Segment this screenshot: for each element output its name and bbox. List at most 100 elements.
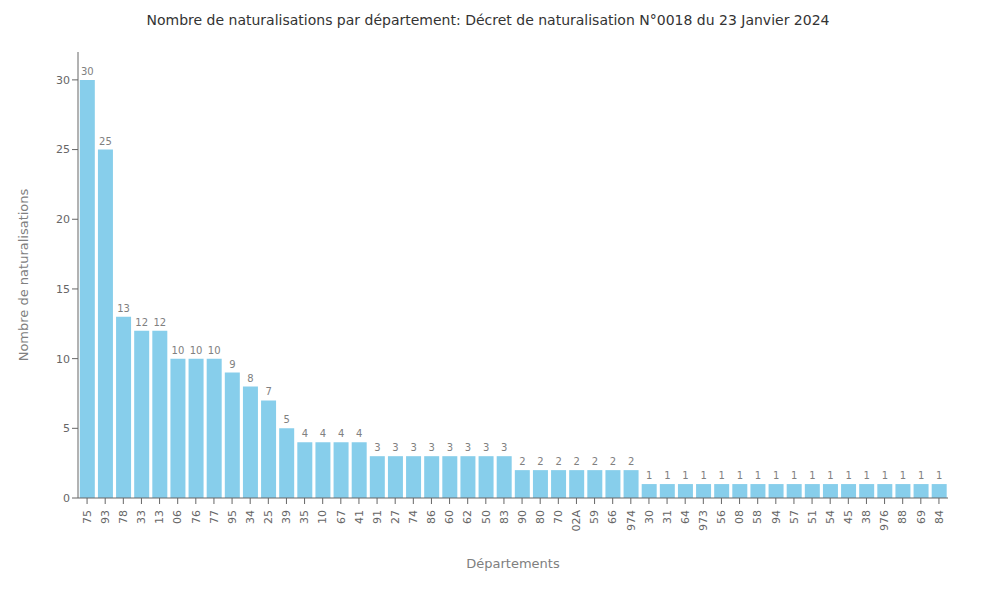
svg-text:1: 1 bbox=[664, 470, 670, 481]
svg-text:93: 93 bbox=[99, 510, 112, 524]
svg-text:90: 90 bbox=[516, 510, 529, 524]
svg-text:25: 25 bbox=[99, 136, 112, 147]
svg-text:13: 13 bbox=[117, 303, 130, 314]
svg-text:69: 69 bbox=[915, 510, 928, 524]
svg-text:2: 2 bbox=[519, 456, 525, 467]
svg-text:4: 4 bbox=[338, 428, 344, 439]
svg-text:66: 66 bbox=[606, 510, 619, 524]
svg-text:8: 8 bbox=[247, 373, 253, 384]
svg-text:1: 1 bbox=[900, 470, 906, 481]
svg-text:3: 3 bbox=[465, 442, 471, 453]
svg-text:12: 12 bbox=[153, 317, 166, 328]
svg-text:1: 1 bbox=[646, 470, 652, 481]
svg-text:78: 78 bbox=[117, 510, 130, 524]
svg-text:1: 1 bbox=[827, 470, 833, 481]
svg-text:54: 54 bbox=[824, 510, 837, 524]
svg-text:50: 50 bbox=[480, 510, 493, 524]
svg-text:1: 1 bbox=[755, 470, 761, 481]
svg-text:10: 10 bbox=[56, 353, 70, 366]
svg-text:91: 91 bbox=[371, 510, 384, 524]
svg-text:1: 1 bbox=[845, 470, 851, 481]
svg-text:83: 83 bbox=[498, 510, 511, 524]
svg-text:84: 84 bbox=[933, 510, 946, 524]
svg-text:976: 976 bbox=[878, 510, 891, 531]
svg-text:80: 80 bbox=[534, 510, 547, 524]
svg-text:86: 86 bbox=[425, 510, 438, 524]
svg-text:4: 4 bbox=[302, 428, 308, 439]
svg-text:2: 2 bbox=[537, 456, 543, 467]
svg-text:77: 77 bbox=[208, 510, 221, 524]
svg-text:Départements: Départements bbox=[466, 556, 560, 571]
svg-text:7: 7 bbox=[265, 386, 271, 397]
svg-text:1: 1 bbox=[864, 470, 870, 481]
svg-text:30: 30 bbox=[56, 74, 70, 87]
svg-text:10: 10 bbox=[316, 510, 329, 524]
svg-text:1: 1 bbox=[700, 470, 706, 481]
svg-text:4: 4 bbox=[320, 428, 326, 439]
svg-text:15: 15 bbox=[56, 283, 70, 296]
svg-text:60: 60 bbox=[443, 510, 456, 524]
svg-text:1: 1 bbox=[882, 470, 888, 481]
svg-text:57: 57 bbox=[788, 510, 801, 524]
svg-text:2: 2 bbox=[555, 456, 561, 467]
svg-text:95: 95 bbox=[226, 510, 239, 524]
svg-text:9: 9 bbox=[229, 359, 235, 370]
svg-text:2: 2 bbox=[574, 456, 580, 467]
svg-text:1: 1 bbox=[737, 470, 743, 481]
svg-text:94: 94 bbox=[770, 510, 783, 524]
svg-text:25: 25 bbox=[56, 143, 70, 156]
svg-text:30: 30 bbox=[643, 510, 656, 524]
svg-text:39: 39 bbox=[280, 510, 293, 524]
svg-text:1: 1 bbox=[936, 470, 942, 481]
svg-text:70: 70 bbox=[552, 510, 565, 524]
svg-text:58: 58 bbox=[751, 510, 764, 524]
svg-text:12: 12 bbox=[135, 317, 148, 328]
svg-text:2: 2 bbox=[610, 456, 616, 467]
svg-text:1: 1 bbox=[719, 470, 725, 481]
svg-text:974: 974 bbox=[625, 510, 638, 531]
svg-text:45: 45 bbox=[842, 510, 855, 524]
svg-text:0: 0 bbox=[63, 492, 70, 505]
svg-text:74: 74 bbox=[407, 510, 420, 524]
svg-text:1: 1 bbox=[918, 470, 924, 481]
svg-text:88: 88 bbox=[896, 510, 909, 524]
svg-text:1: 1 bbox=[682, 470, 688, 481]
svg-text:Nombre de naturalisations: Nombre de naturalisations bbox=[16, 188, 31, 361]
svg-text:10: 10 bbox=[172, 345, 185, 356]
svg-text:67: 67 bbox=[335, 510, 348, 524]
svg-text:31: 31 bbox=[661, 510, 674, 524]
svg-text:38: 38 bbox=[860, 510, 873, 524]
svg-text:2: 2 bbox=[592, 456, 598, 467]
svg-text:59: 59 bbox=[588, 510, 601, 524]
svg-text:34: 34 bbox=[244, 510, 257, 524]
svg-text:62: 62 bbox=[461, 510, 474, 524]
svg-text:3: 3 bbox=[429, 442, 435, 453]
svg-text:3: 3 bbox=[410, 442, 416, 453]
svg-text:10: 10 bbox=[208, 345, 221, 356]
svg-text:02A: 02A bbox=[570, 510, 583, 532]
svg-text:06: 06 bbox=[171, 510, 184, 524]
svg-text:76: 76 bbox=[190, 510, 203, 524]
svg-text:13: 13 bbox=[153, 510, 166, 524]
svg-text:64: 64 bbox=[679, 510, 692, 524]
svg-text:3: 3 bbox=[392, 442, 398, 453]
svg-text:1: 1 bbox=[809, 470, 815, 481]
svg-text:35: 35 bbox=[298, 510, 311, 524]
svg-text:1: 1 bbox=[773, 470, 779, 481]
svg-text:08: 08 bbox=[733, 510, 746, 524]
svg-text:4: 4 bbox=[356, 428, 362, 439]
svg-text:33: 33 bbox=[135, 510, 148, 524]
svg-text:3: 3 bbox=[374, 442, 380, 453]
svg-text:10: 10 bbox=[190, 345, 203, 356]
svg-text:27: 27 bbox=[389, 510, 402, 524]
svg-text:75: 75 bbox=[81, 510, 94, 524]
svg-text:1: 1 bbox=[791, 470, 797, 481]
svg-text:5: 5 bbox=[284, 414, 290, 425]
svg-text:30: 30 bbox=[81, 66, 94, 77]
svg-text:3: 3 bbox=[447, 442, 453, 453]
svg-text:2: 2 bbox=[628, 456, 634, 467]
svg-text:41: 41 bbox=[353, 510, 366, 524]
svg-text:25: 25 bbox=[262, 510, 275, 524]
svg-text:20: 20 bbox=[56, 213, 70, 226]
svg-text:51: 51 bbox=[806, 510, 819, 524]
